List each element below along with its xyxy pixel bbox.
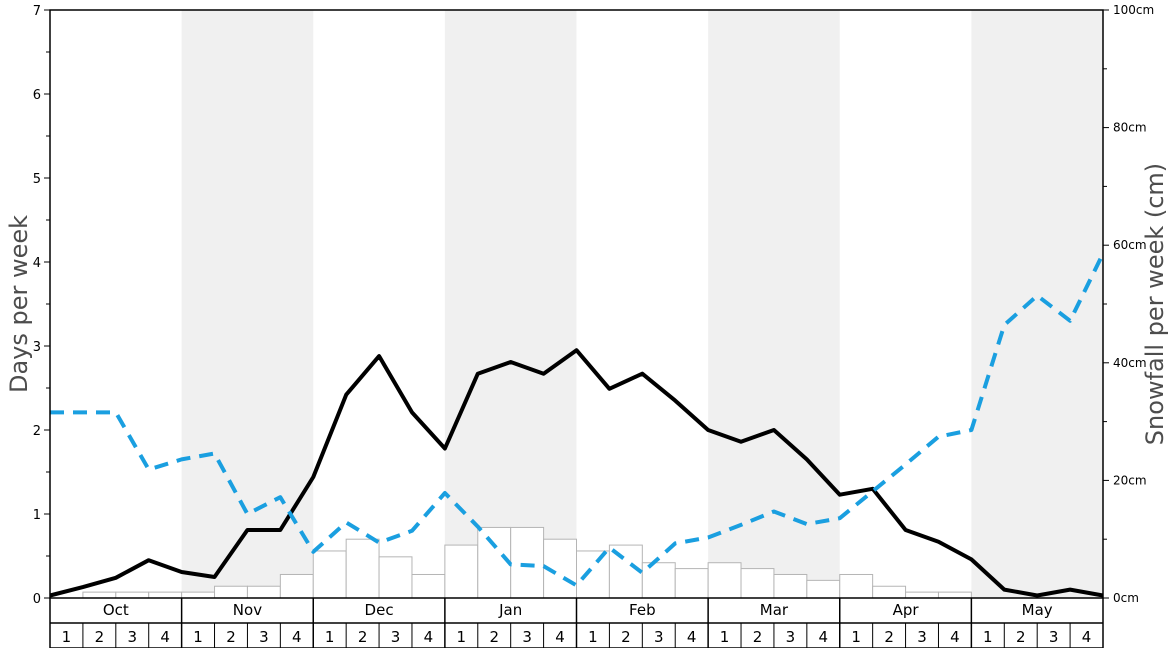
snowfall-bar xyxy=(641,562,676,599)
week-label: 4 xyxy=(687,628,697,646)
data-lines xyxy=(49,252,1105,598)
snowfall-bar xyxy=(148,591,183,599)
week-label: 4 xyxy=(292,628,302,646)
week-label: 2 xyxy=(226,628,236,646)
snowfall-bar xyxy=(905,591,939,599)
right-tick-label: 40cm xyxy=(1113,356,1147,370)
dashed-series-line xyxy=(50,252,1105,588)
x-axis-table: Oct 1 2 3 4 Nov 1 2 3 4 Dec 1 2 3 4 Jan 1 2 3 4 Feb 1 2 3 4 Mar 1 2… xyxy=(49,598,1104,648)
snowfall-bar xyxy=(82,591,117,599)
month-label-oct: Oct xyxy=(103,601,129,619)
month-label-apr: Apr xyxy=(893,601,920,619)
snowfall-bar xyxy=(246,585,281,599)
month-band-jan xyxy=(444,10,577,598)
snowfall-bar xyxy=(115,591,150,599)
week-label: 1 xyxy=(983,628,993,646)
week-label: 3 xyxy=(259,628,269,646)
snowfall-bar xyxy=(411,573,446,599)
snowfall-bar xyxy=(444,544,479,599)
week-label: 4 xyxy=(1082,628,1092,646)
snowfall-bar xyxy=(740,568,775,599)
snowfall-bar xyxy=(312,550,347,599)
week-label: 3 xyxy=(1049,628,1059,646)
solid-series-line xyxy=(49,348,1104,598)
month-band-may xyxy=(971,10,1103,598)
week-label: 4 xyxy=(950,628,960,646)
snowfall-bars xyxy=(82,526,972,599)
week-label: 2 xyxy=(489,628,499,646)
week-label: 2 xyxy=(884,628,894,646)
week-label: 2 xyxy=(95,628,105,646)
week-label: 3 xyxy=(522,628,532,646)
snowfall-bar xyxy=(214,585,248,599)
snowfall-bar xyxy=(872,585,907,599)
week-label: 3 xyxy=(391,628,401,646)
month-bands xyxy=(181,10,1103,598)
month-label-feb: Feb xyxy=(629,601,656,619)
snowfall-bar xyxy=(839,573,874,599)
week-label: 1 xyxy=(325,628,335,646)
week-label: 2 xyxy=(753,628,763,646)
left-tick-label: 0 xyxy=(33,592,41,607)
right-tick-label: 60cm xyxy=(1113,238,1147,252)
month-label-may: May xyxy=(1022,601,1053,619)
week-label: 2 xyxy=(621,628,631,646)
week-label: 4 xyxy=(160,628,170,646)
snowfall-bar xyxy=(510,526,545,599)
week-label: 1 xyxy=(588,628,598,646)
week-label: 1 xyxy=(457,628,467,646)
snowfall-bar xyxy=(576,550,610,599)
snowfall-bar xyxy=(279,573,314,599)
month-label-nov: Nov xyxy=(233,601,262,619)
right-tick-label: 100cm xyxy=(1113,3,1154,17)
week-label: 4 xyxy=(555,628,565,646)
month-label-mar: Mar xyxy=(760,601,789,619)
right-tick-label: 0cm xyxy=(1113,591,1139,605)
week-label: 2 xyxy=(358,628,368,646)
left-tick-label: 3 xyxy=(33,340,41,355)
week-label: 1 xyxy=(62,628,72,646)
month-label-jan: Jan xyxy=(498,601,522,619)
snowfall-bar xyxy=(707,562,742,599)
snowfall-bar xyxy=(937,591,972,599)
week-label: 3 xyxy=(917,628,927,646)
snowfall-bar xyxy=(674,568,709,599)
left-tick-label: 1 xyxy=(33,508,41,523)
y-axis-left-title: Days per week xyxy=(5,215,33,393)
week-label: 4 xyxy=(819,628,829,646)
left-tick-label: 4 xyxy=(33,256,41,271)
week-label: 4 xyxy=(424,628,434,646)
month-band-nov xyxy=(181,10,314,598)
left-tick-label: 7 xyxy=(33,4,41,19)
snowfall-bar xyxy=(345,538,380,599)
left-tick-label: 5 xyxy=(33,172,41,187)
month-label-dec: Dec xyxy=(365,601,394,619)
left-tick-label: 6 xyxy=(33,88,41,103)
week-label: 1 xyxy=(851,628,861,646)
snowfall-bar xyxy=(477,526,512,599)
snowfall-bar xyxy=(378,556,413,599)
snowfall-bar xyxy=(181,591,216,599)
snowfall-bar xyxy=(773,573,808,599)
week-label: 3 xyxy=(127,628,137,646)
right-tick-label: 20cm xyxy=(1113,473,1147,487)
week-label: 3 xyxy=(786,628,796,646)
week-label: 3 xyxy=(654,628,664,646)
week-label: 2 xyxy=(1016,628,1026,646)
y-axis-right-title: Snowfall per week (cm) xyxy=(1141,163,1168,445)
week-label: 1 xyxy=(720,628,730,646)
month-band-mar xyxy=(708,10,840,598)
snowfall-bar xyxy=(806,579,841,599)
week-label: 1 xyxy=(193,628,203,646)
left-tick-label: 2 xyxy=(33,424,41,439)
right-tick-label: 80cm xyxy=(1113,121,1147,135)
